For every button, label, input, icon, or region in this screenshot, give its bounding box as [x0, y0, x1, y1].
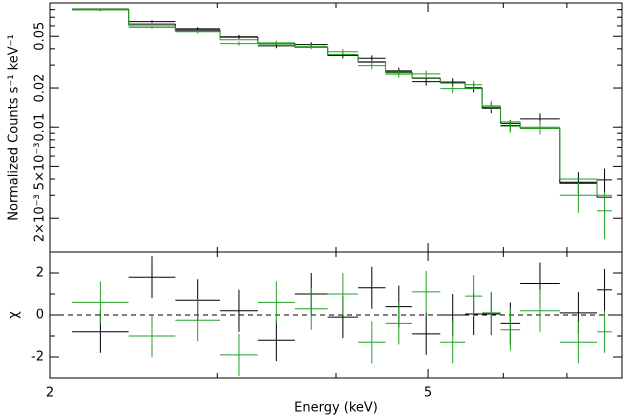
x-axis-label: Energy (keV) [294, 401, 378, 416]
y-tick-label: 0.01 [33, 113, 48, 142]
y-axis-label: χ [7, 311, 22, 319]
y-tick-label: 2 [36, 266, 44, 281]
x-tick-label: 5 [424, 386, 432, 401]
y-tick-label: 2×10⁻³ [33, 194, 48, 242]
y-tick-label: 0.05 [33, 22, 48, 51]
y-tick-label: 5×10⁻³ [33, 143, 48, 191]
y-tick-label: 0 [36, 308, 44, 323]
y-tick-label: -2 [31, 350, 44, 365]
x-tick-label: 2 [46, 386, 54, 401]
y-axis-label: Normalized Counts s⁻¹ keV⁻¹ [7, 34, 22, 220]
y-tick-label: 0.02 [33, 74, 48, 103]
